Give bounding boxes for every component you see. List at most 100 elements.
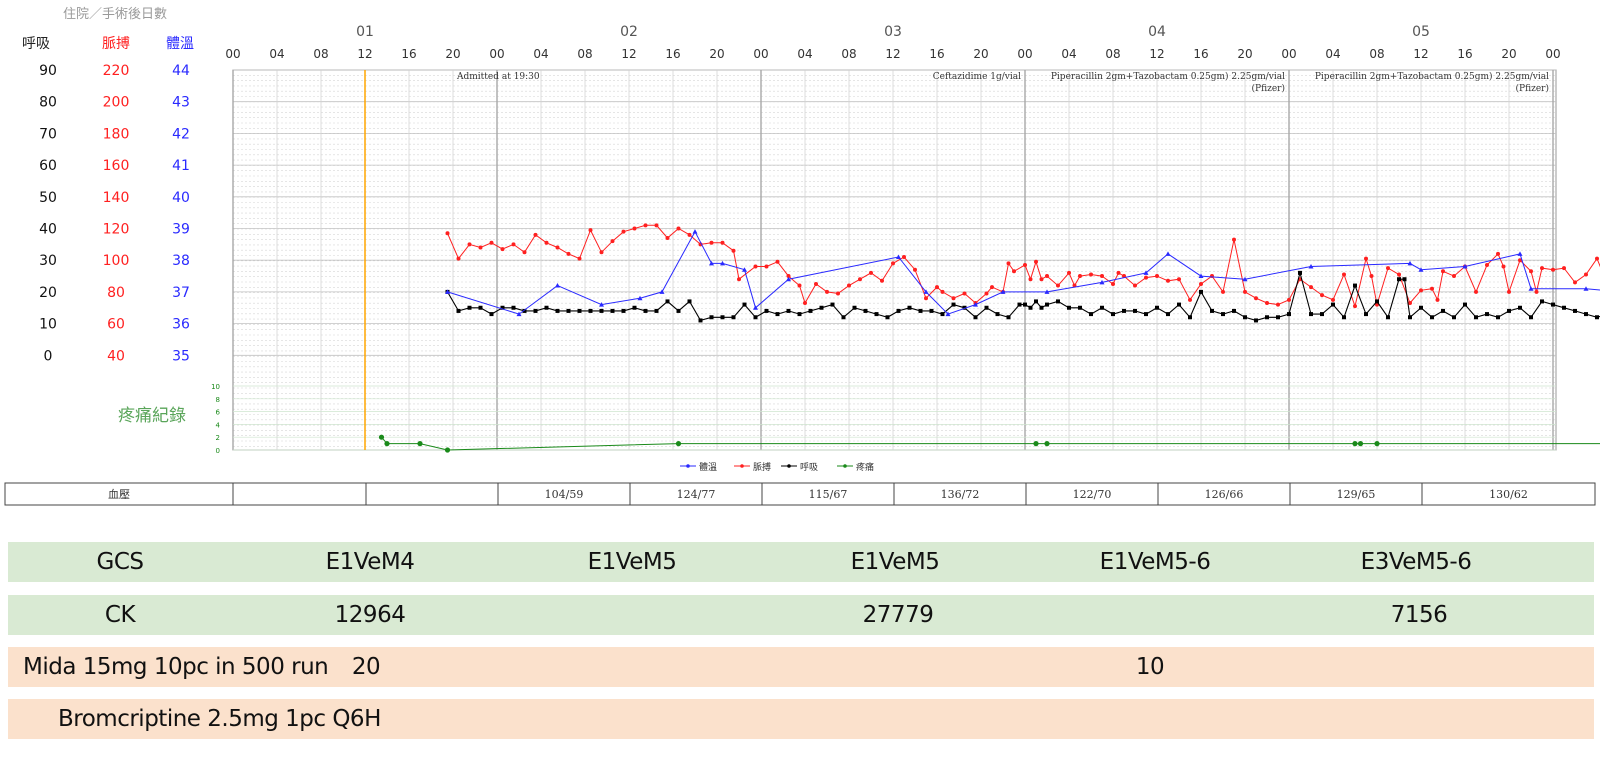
data-point xyxy=(962,291,967,296)
resp-axis-title: 呼吸 xyxy=(22,36,50,52)
pulse-axis-title: 脈搏 xyxy=(102,35,130,52)
y-axes: 9080706050403020100220200180160140120100… xyxy=(39,63,220,455)
data-point xyxy=(588,308,593,313)
data-point xyxy=(555,308,560,313)
gcs-row: GCS E1VeM4 E1VeM5 E1VeM5 E1VeM5-6 E3VeM5-6 xyxy=(8,542,1594,582)
data-point xyxy=(951,296,956,301)
data-point xyxy=(709,315,714,320)
resp-tick: 60 xyxy=(39,158,57,174)
data-point xyxy=(1595,315,1599,320)
hour-label: 16 xyxy=(665,47,680,61)
data-point xyxy=(951,302,956,307)
data-point xyxy=(929,308,934,313)
hour-label: 04 xyxy=(269,47,284,61)
data-point xyxy=(924,296,928,301)
data-point xyxy=(1529,315,1533,320)
data-point xyxy=(632,226,637,231)
data-point xyxy=(995,312,1000,317)
pain-tick: 0 xyxy=(216,447,220,455)
data-point xyxy=(621,229,626,234)
data-point xyxy=(500,305,505,310)
bp-frame xyxy=(4,482,1596,506)
data-point xyxy=(544,240,549,245)
pain-record-label: 疼痛紀錄 xyxy=(118,406,186,426)
data-point xyxy=(918,308,923,313)
data-point xyxy=(1507,289,1511,294)
data-point xyxy=(880,278,884,283)
data-point xyxy=(1028,277,1033,282)
hour-label: 20 xyxy=(445,47,460,61)
data-point xyxy=(621,308,626,313)
data-point xyxy=(643,308,648,313)
pulse-tick: 220 xyxy=(103,63,130,79)
data-point xyxy=(852,305,857,310)
data-point xyxy=(478,245,483,250)
data-point xyxy=(516,311,522,317)
data-point xyxy=(1551,302,1555,307)
data-point xyxy=(797,312,802,317)
pulse-tick: 100 xyxy=(103,253,130,269)
data-point xyxy=(676,226,681,231)
data-point xyxy=(692,229,698,234)
data-point xyxy=(885,315,890,320)
data-point xyxy=(1452,274,1456,279)
data-point xyxy=(962,305,967,310)
pain-tick: 8 xyxy=(216,396,220,404)
hour-label: 12 xyxy=(1149,47,1164,61)
bp-value: 130/62 xyxy=(1489,488,1528,501)
data-point xyxy=(544,305,549,310)
data-point xyxy=(1441,269,1445,274)
data-point xyxy=(720,260,725,266)
temp-tick: 35 xyxy=(172,348,190,364)
data-point xyxy=(1177,302,1181,307)
data-point xyxy=(1562,266,1566,271)
data-point xyxy=(1518,305,1522,310)
data-point xyxy=(1034,259,1038,264)
data-point xyxy=(1034,299,1038,304)
data-point xyxy=(1287,312,1291,317)
data-point xyxy=(1518,258,1522,263)
data-point xyxy=(599,302,604,307)
data-point xyxy=(555,245,560,250)
data-point xyxy=(896,308,901,313)
legend-marker xyxy=(843,464,847,468)
data-point xyxy=(753,305,758,310)
data-point xyxy=(1573,280,1577,285)
data-point xyxy=(1165,251,1171,256)
blood-pressure-row: 血壓 104/59 124/77 115/67 136/72 122/70 126/66 12… xyxy=(4,482,1596,506)
data-point xyxy=(973,302,978,307)
data-point xyxy=(588,228,593,233)
data-point xyxy=(1534,289,1539,294)
data-point xyxy=(1199,289,1203,294)
data-point xyxy=(1496,251,1500,256)
data-point xyxy=(1364,312,1368,317)
data-point xyxy=(1331,302,1335,307)
data-point xyxy=(753,264,758,269)
data-point xyxy=(1188,297,1192,302)
temp-tick: 41 xyxy=(172,158,190,174)
data-point xyxy=(1407,260,1413,266)
data-point xyxy=(923,289,929,294)
data-point xyxy=(456,256,461,261)
temp-tick: 36 xyxy=(172,317,190,333)
pulse-tick: 200 xyxy=(103,95,130,111)
bp-value: 129/65 xyxy=(1337,488,1376,501)
data-point xyxy=(1402,277,1407,282)
data-point xyxy=(1397,272,1401,277)
data-point xyxy=(830,302,835,307)
data-point xyxy=(1474,289,1478,294)
data-point xyxy=(731,315,736,320)
day-label: 02 xyxy=(620,24,638,40)
data-point xyxy=(1430,315,1434,320)
medication-annotation: Piperacillin 2gm+Tazobactam 0.25gm) 2.25… xyxy=(1051,71,1285,82)
data-point xyxy=(384,441,390,447)
data-point xyxy=(1017,302,1022,307)
legend-marker xyxy=(686,464,690,468)
temp-tick: 39 xyxy=(172,222,190,238)
chart-series xyxy=(378,223,1600,453)
hour-label: 12 xyxy=(621,47,636,61)
temp-tick: 40 xyxy=(172,190,190,206)
data-point xyxy=(1463,302,1467,307)
hour-label: 00 xyxy=(225,47,240,61)
data-point xyxy=(533,232,538,237)
